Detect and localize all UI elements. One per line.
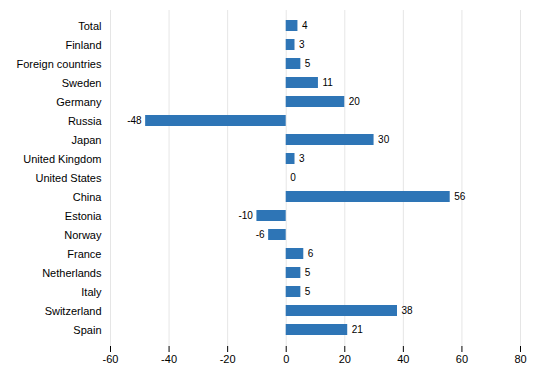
svg-text:Italy: Italy	[81, 286, 102, 298]
svg-text:Total: Total	[78, 20, 101, 32]
svg-text:-40: -40	[161, 353, 177, 365]
svg-text:Netherlands: Netherlands	[42, 267, 102, 279]
svg-text:21: 21	[352, 324, 364, 335]
svg-text:Germany: Germany	[56, 96, 102, 108]
svg-text:-20: -20	[220, 353, 236, 365]
svg-text:0: 0	[290, 172, 296, 183]
svg-text:-60: -60	[103, 353, 119, 365]
svg-text:Japan: Japan	[72, 134, 102, 146]
svg-text:-6: -6	[256, 229, 265, 240]
svg-text:Foreign countries: Foreign countries	[17, 58, 102, 70]
svg-text:60: 60	[456, 353, 468, 365]
svg-text:3: 3	[299, 153, 305, 164]
svg-text:-48: -48	[127, 115, 142, 126]
svg-text:5: 5	[305, 267, 311, 278]
svg-text:40: 40	[397, 353, 409, 365]
svg-text:56: 56	[454, 191, 466, 202]
svg-text:5: 5	[305, 58, 311, 69]
svg-text:Sweden: Sweden	[62, 77, 102, 89]
svg-text:20: 20	[349, 96, 361, 107]
svg-text:Switzerland: Switzerland	[45, 305, 102, 317]
svg-text:0: 0	[283, 353, 289, 365]
svg-text:6: 6	[308, 248, 314, 259]
svg-text:Russia: Russia	[68, 115, 103, 127]
svg-text:France: France	[67, 248, 101, 260]
svg-text:11: 11	[322, 77, 333, 88]
svg-text:-10: -10	[238, 210, 253, 221]
svg-text:United States: United States	[35, 172, 102, 184]
svg-text:38: 38	[402, 305, 414, 316]
svg-text:Finland: Finland	[65, 39, 101, 51]
svg-text:Spain: Spain	[73, 324, 101, 336]
svg-text:Norway: Norway	[64, 229, 102, 241]
svg-text:80: 80	[514, 353, 526, 365]
svg-text:3: 3	[299, 39, 305, 50]
svg-text:China: China	[73, 191, 103, 203]
svg-text:20: 20	[339, 353, 351, 365]
svg-text:Estonia: Estonia	[65, 210, 103, 222]
svg-text:30: 30	[378, 134, 390, 145]
svg-text:4: 4	[302, 20, 308, 31]
svg-text:United Kingdom: United Kingdom	[23, 153, 101, 165]
svg-text:5: 5	[305, 286, 311, 297]
